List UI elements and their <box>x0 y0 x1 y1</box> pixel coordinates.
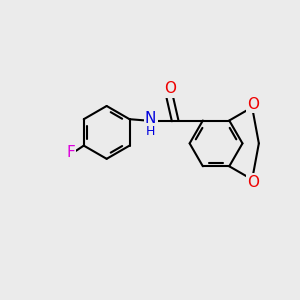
Text: H: H <box>145 125 155 138</box>
Text: F: F <box>66 145 75 160</box>
Text: O: O <box>164 81 176 96</box>
Text: N: N <box>145 111 156 126</box>
Text: O: O <box>247 175 259 190</box>
Text: O: O <box>247 97 259 112</box>
